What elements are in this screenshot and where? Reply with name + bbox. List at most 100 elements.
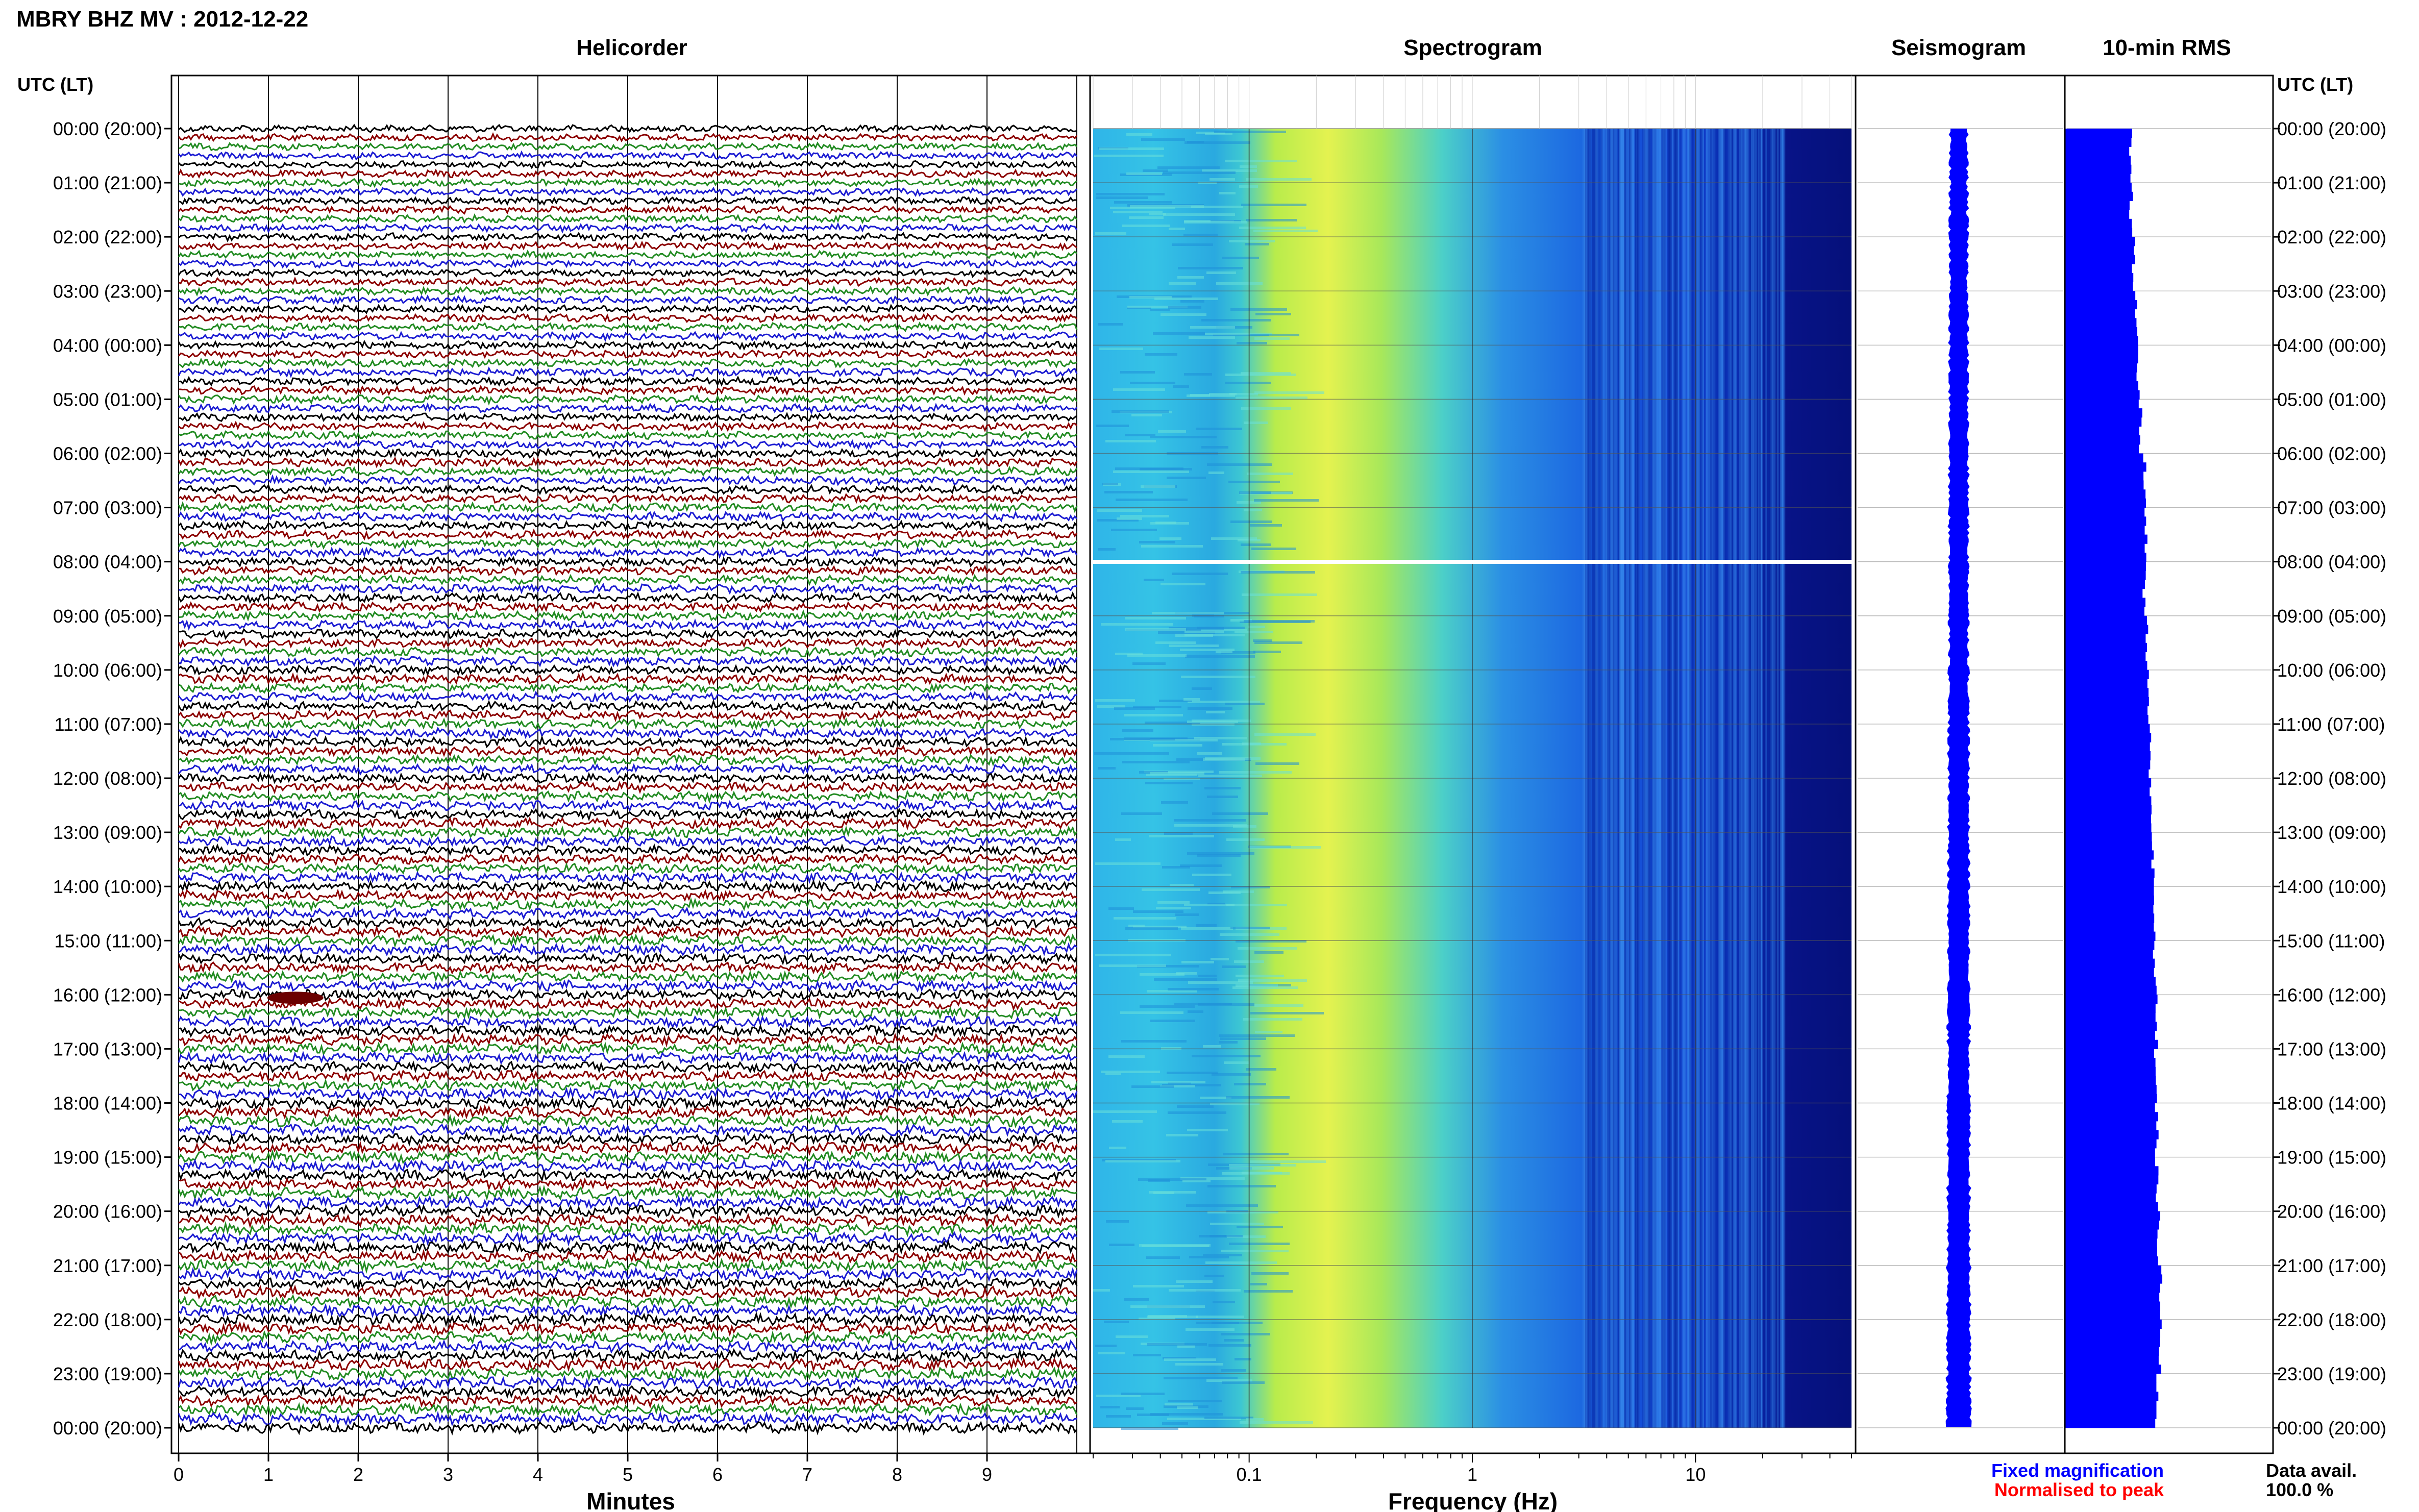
spec-speckle — [1112, 1120, 1143, 1123]
spec-speckle — [1196, 924, 1217, 927]
rms-bar — [2065, 1022, 2157, 1031]
spec-speckle — [1143, 169, 1168, 172]
helicorder-trace — [178, 537, 1078, 550]
spec-speckle — [1236, 975, 1284, 977]
spec-speckle — [1229, 393, 1258, 395]
spec-speckle — [1173, 385, 1189, 388]
data-availability-label: Data avail. — [2266, 1460, 2357, 1481]
helicorder-trace — [178, 141, 1078, 152]
rms-bar — [2065, 471, 2144, 481]
helicorder-trace — [178, 601, 1077, 614]
spectrogram-title: Spectrogram — [1403, 35, 1542, 60]
spec-speckle — [1188, 701, 1260, 703]
hour-label-left: 13:00 (09:00) — [53, 822, 162, 843]
hour-label-left: 00:00 (20:00) — [53, 118, 162, 139]
rms-bar — [2065, 615, 2147, 625]
rms-bar — [2065, 985, 2157, 995]
minute-tick-label: 9 — [982, 1464, 992, 1485]
spec-speckle — [1133, 1354, 1161, 1356]
helicorder-trace — [178, 465, 1078, 477]
spec-speckle — [1157, 901, 1190, 904]
rms-bar — [2065, 1247, 2157, 1257]
spec-speckle — [1225, 374, 1296, 376]
spec-speckle — [1180, 300, 1204, 303]
hour-label-right: 01:00 (21:00) — [2277, 172, 2386, 193]
spec-speckle — [1161, 313, 1206, 316]
spec-speckle — [1130, 382, 1175, 384]
spec-speckle — [1105, 1160, 1180, 1162]
helicorder-trace — [178, 304, 1078, 314]
hour-label-left: 00:00 (20:00) — [53, 1418, 162, 1439]
spec-speckle — [1222, 257, 1259, 259]
rms-bar — [2065, 1094, 2157, 1103]
helicorder-trace — [178, 1230, 1078, 1247]
spec-speckle — [1184, 141, 1250, 144]
helicorder-trace — [178, 1095, 1078, 1111]
helicorder-trace — [178, 862, 1077, 875]
spec-speckle — [1169, 627, 1224, 630]
rms-bar — [2065, 977, 2156, 986]
spec-speckle — [1115, 653, 1143, 655]
rms-bar — [2065, 1238, 2157, 1248]
rms-frame — [2064, 75, 2274, 1454]
spec-speckle — [1167, 1418, 1241, 1420]
rms-bar — [2065, 417, 2142, 427]
spec-speckle — [1167, 477, 1206, 479]
rms-bar — [2065, 868, 2155, 878]
helicorder-trace — [178, 997, 1078, 1011]
spec-speckle — [1125, 628, 1186, 631]
rms-bar — [2065, 1067, 2156, 1076]
spec-speckle — [1137, 965, 1199, 968]
helicorder-trace — [178, 681, 1078, 695]
spec-speckle — [1229, 1243, 1290, 1245]
spec-speckle — [1221, 1250, 1289, 1252]
rms-bar — [2065, 516, 2146, 526]
rms-bar — [2065, 129, 2132, 138]
spec-speckle — [1104, 491, 1153, 493]
rms-bar — [2065, 760, 2151, 770]
rms-bar — [2065, 354, 2138, 364]
helicorder-trace — [178, 1294, 1077, 1309]
rms-bar — [2065, 1166, 2159, 1176]
hour-label-left: 23:00 (19:00) — [53, 1364, 162, 1384]
rms-bar — [2065, 859, 2152, 869]
rms-bar — [2065, 1148, 2155, 1158]
helicorder-trace — [178, 969, 1078, 984]
rms-bar — [2065, 1184, 2157, 1194]
rms-bar — [2065, 733, 2152, 742]
spec-speckle — [1197, 854, 1241, 857]
spec-speckle — [1098, 1352, 1125, 1354]
spec-speckle — [1098, 767, 1116, 770]
spec-speckle — [1255, 762, 1299, 765]
spec-speckle — [1222, 965, 1246, 968]
helicorder-trace — [178, 709, 1078, 723]
helicorder-trace — [178, 1284, 1077, 1300]
spec-speckle — [1117, 517, 1142, 520]
rms-bar — [2065, 841, 2152, 851]
rms-bar — [2065, 1355, 2159, 1365]
rms-bar — [2065, 1012, 2156, 1022]
spec-speckle — [1181, 676, 1255, 678]
spec-speckle — [1168, 306, 1201, 309]
helicorder-trace — [178, 1069, 1078, 1083]
spec-speckle — [1121, 1040, 1187, 1043]
helicorder-trace — [178, 231, 1077, 243]
helicorder-trace — [178, 556, 1077, 568]
minute-tick-label: 5 — [623, 1464, 633, 1485]
spec-speckle — [1221, 1369, 1246, 1372]
spec-speckle — [1244, 509, 1262, 511]
spec-speckle — [1229, 1167, 1274, 1170]
spec-speckle — [1116, 1335, 1148, 1338]
spec-speckle — [1216, 282, 1263, 285]
hour-label-right: 22:00 (18:00) — [2277, 1309, 2386, 1330]
spec-speckle — [1154, 298, 1218, 300]
spec-speckle — [1241, 571, 1315, 574]
helicorder-trace — [178, 510, 1078, 523]
helicorder-trace — [178, 393, 1078, 406]
helicorder-trace — [178, 546, 1078, 559]
seismogram-title: Seismogram — [1891, 35, 2026, 60]
helicorder-trace — [178, 132, 1078, 143]
helicorder-trace — [178, 267, 1077, 278]
rms-bar — [2065, 1256, 2158, 1266]
